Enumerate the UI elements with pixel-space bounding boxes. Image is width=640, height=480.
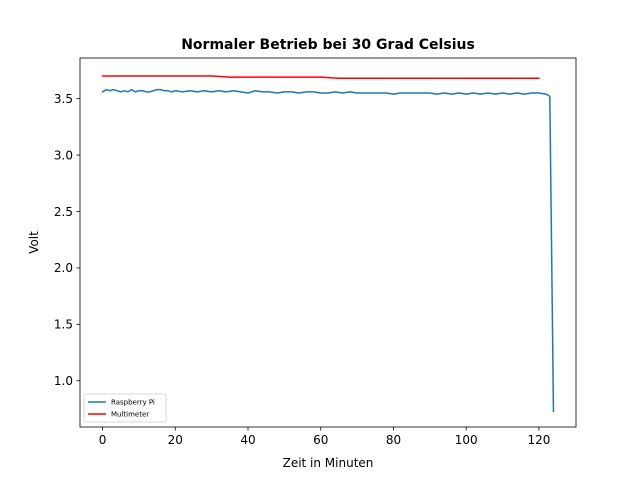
legend-box [83,393,167,423]
y-ticks: 1.0 1.5 2.0 2.5 3.0 3.5 [54,92,80,388]
x-tick-label: 40 [240,433,255,447]
x-tick-label: 60 [313,433,328,447]
x-tick-label: 100 [455,433,478,447]
series-line-multimeter [101,75,540,80]
y-tick-label: 2.0 [54,261,73,275]
y-tick-label: 3.5 [54,92,73,106]
series-line-raspberry-pi [101,88,555,412]
legend: Raspberry Pi Multimeter [83,393,167,423]
x-tick-label: 0 [99,433,107,447]
x-tick-label: 20 [168,433,183,447]
x-tick-label: 80 [386,433,401,447]
legend-label-raspberry-pi: Raspberry Pi [111,399,155,407]
y-tick-label: 1.0 [54,374,73,388]
series-layer [101,75,555,412]
axes-frame [79,57,577,428]
y-tick-label: 3.0 [54,148,73,162]
x-ticks: 0 20 40 60 80 100 120 [99,427,550,447]
plot-area [80,58,576,427]
y-tick-label: 2.5 [54,205,73,219]
chart-title: Normaler Betrieb bei 30 Grad Celsius [181,37,475,53]
y-axis-label: Volt [27,231,41,254]
y-tick-label: 1.5 [54,318,73,332]
x-tick-label: 120 [527,433,550,447]
legend-label-multimeter: Multimeter [111,411,149,419]
x-axis-label: Zeit in Minuten [283,456,374,470]
